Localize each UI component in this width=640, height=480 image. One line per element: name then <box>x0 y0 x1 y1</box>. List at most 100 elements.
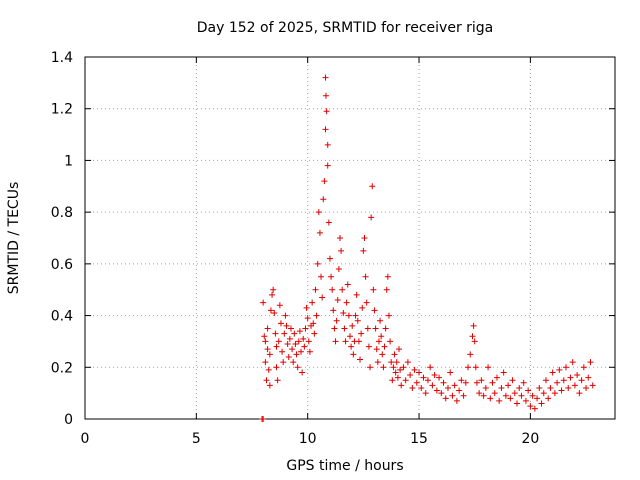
data-point <box>290 359 297 366</box>
data-point <box>436 374 443 381</box>
data-point <box>505 382 512 389</box>
data-point <box>292 341 299 348</box>
data-point <box>342 338 349 345</box>
data-point <box>373 346 380 353</box>
data-point <box>349 322 356 329</box>
data-point <box>363 299 370 306</box>
data-point <box>458 377 465 384</box>
axis-ticks <box>84 56 615 420</box>
data-point <box>338 247 345 254</box>
data-point <box>380 364 387 371</box>
data-point <box>370 286 377 293</box>
data-point <box>388 359 395 366</box>
data-point <box>470 322 477 329</box>
data-point <box>322 126 329 133</box>
data-point <box>571 382 578 389</box>
data-point <box>424 377 431 384</box>
data-point <box>354 317 361 324</box>
data-point <box>361 235 368 241</box>
data-point <box>467 351 474 358</box>
data-point <box>520 379 527 386</box>
data-point <box>365 343 372 350</box>
data-point <box>444 384 451 391</box>
data-point <box>498 384 505 391</box>
data-point <box>335 266 342 273</box>
data-point <box>540 390 547 397</box>
data-point <box>536 384 543 391</box>
data-point <box>390 364 397 371</box>
data-point <box>480 392 487 399</box>
data-point <box>355 338 362 345</box>
data-point <box>472 364 479 371</box>
data-point <box>491 390 498 397</box>
data-point <box>273 364 280 371</box>
data-point <box>309 299 316 306</box>
data-point <box>352 312 359 319</box>
data-point <box>350 351 357 358</box>
data-point <box>422 390 429 397</box>
data-point <box>271 309 278 316</box>
data-point <box>538 400 545 407</box>
data-point <box>262 338 269 345</box>
data-point <box>387 338 394 345</box>
data-point <box>507 395 514 402</box>
data-point <box>318 273 325 280</box>
data-point <box>358 330 365 337</box>
data-point <box>413 379 420 386</box>
data-point <box>324 162 331 169</box>
data-point <box>453 397 460 404</box>
data-point <box>264 346 271 353</box>
data-point <box>576 390 583 397</box>
data-point <box>294 364 301 371</box>
data-point <box>563 364 570 371</box>
data-point <box>260 416 267 422</box>
data-point <box>306 348 313 355</box>
data-point <box>343 299 350 306</box>
data-point <box>372 325 379 332</box>
data-point <box>569 359 576 366</box>
data-point <box>301 343 308 350</box>
data-point <box>489 379 496 386</box>
data-point <box>542 377 549 384</box>
data-point <box>478 377 485 384</box>
data-point <box>545 395 552 402</box>
data-point <box>293 351 300 358</box>
data-point <box>393 359 400 366</box>
data-point <box>331 325 338 332</box>
data-point <box>496 397 503 404</box>
data-point <box>565 384 572 391</box>
data-point <box>502 392 509 399</box>
data-point <box>558 387 565 394</box>
data-point <box>347 333 353 340</box>
data-point <box>260 299 267 306</box>
data-point <box>407 372 414 379</box>
data-point <box>319 294 326 301</box>
data-point <box>266 351 273 358</box>
data-point <box>287 325 294 332</box>
data-point <box>549 369 556 376</box>
data-point <box>316 229 323 236</box>
data-point <box>266 382 273 389</box>
data-point <box>311 330 318 337</box>
data-point <box>518 392 525 399</box>
data-point <box>409 384 416 391</box>
data-point <box>273 343 280 350</box>
data-point <box>473 379 480 386</box>
data-point <box>400 364 407 371</box>
x-tick-label: 10 <box>299 431 317 447</box>
data-point <box>551 390 558 397</box>
data-point <box>326 255 333 262</box>
data-point <box>329 286 336 293</box>
data-point <box>300 335 307 342</box>
data-point <box>476 390 483 397</box>
data-point <box>534 395 541 402</box>
y-tick-label: 0.2 <box>51 360 73 376</box>
data-point <box>371 307 378 314</box>
data-point <box>433 387 440 394</box>
data-point <box>305 338 312 345</box>
data-point <box>525 387 532 394</box>
data-point <box>336 235 343 241</box>
data-points <box>259 74 596 422</box>
data-point <box>265 366 272 373</box>
data-point <box>303 304 310 311</box>
